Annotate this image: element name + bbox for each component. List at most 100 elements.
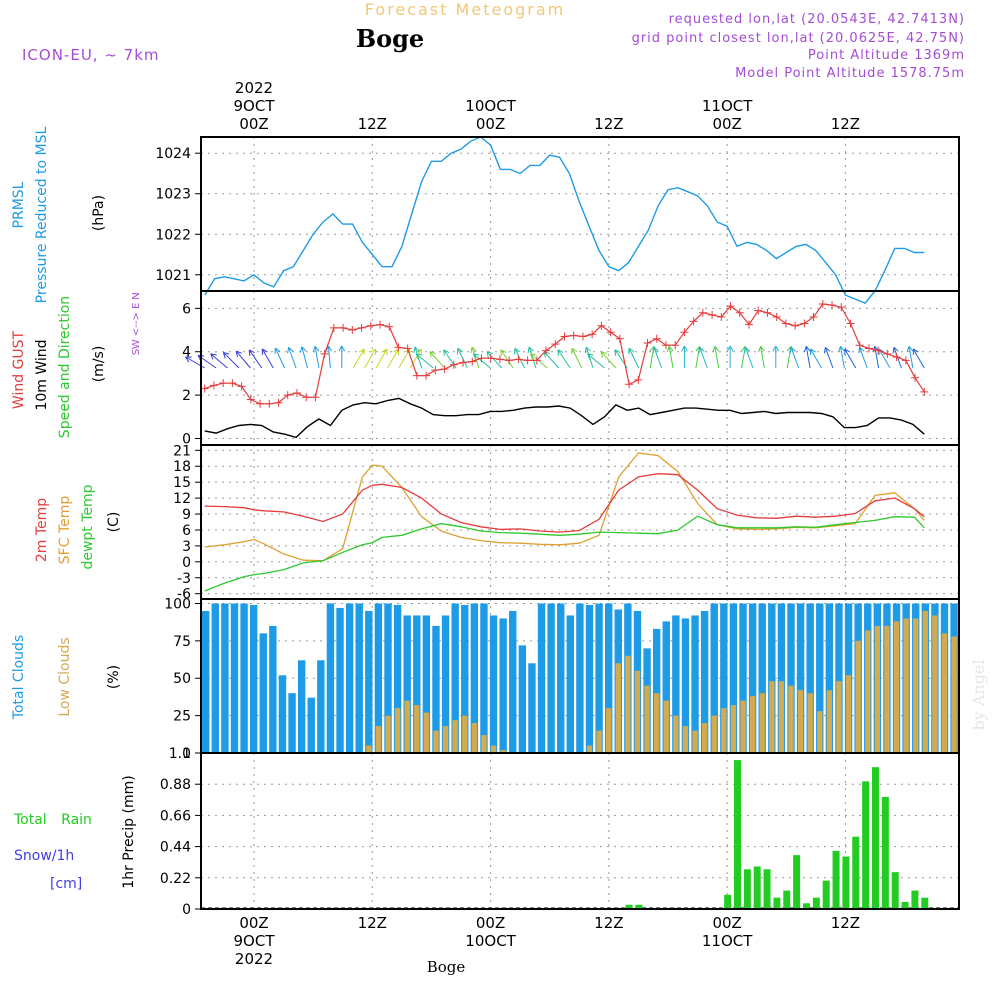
wind-arrow-head xyxy=(772,345,777,352)
bottom-tick-label: 9OCT xyxy=(234,932,276,950)
wind-arrow xyxy=(210,353,228,369)
wind-arrow-head xyxy=(810,348,816,353)
low-cloud-bar xyxy=(682,726,689,753)
gust-marker xyxy=(274,398,283,407)
total-cloud-bar xyxy=(748,603,757,753)
bottom-tick-label: 11OCT xyxy=(702,932,753,950)
pressure-label-1: PRMSL xyxy=(11,181,27,228)
rain-bar xyxy=(773,897,781,909)
total-cloud-bar xyxy=(278,675,287,753)
y-tick-label: 75 xyxy=(173,634,191,650)
total-cloud-bar xyxy=(288,693,296,753)
y-tick-label: 1022 xyxy=(155,227,191,243)
pressure-label-2: Pressure Reduced to MSL xyxy=(34,126,50,303)
watermark: by Angel xyxy=(969,659,988,730)
y-tick-label: 9 xyxy=(182,507,191,523)
gust-marker xyxy=(772,313,781,322)
total-cloud-bar xyxy=(461,604,469,753)
gust-marker xyxy=(486,354,495,363)
low-cloud-bar xyxy=(788,685,794,753)
gust-marker xyxy=(578,332,587,341)
wind-arrow-head xyxy=(393,348,399,353)
wind-arrow-head xyxy=(210,353,217,356)
bottom-tick-label: 12Z xyxy=(358,914,387,932)
y-tick-label: 0 xyxy=(182,902,191,918)
gust-marker xyxy=(514,355,523,364)
low-cloud-bar xyxy=(874,625,881,753)
wind-arrow xyxy=(587,353,605,369)
wind-direction-label: Speed and Direction xyxy=(57,296,73,438)
gust-marker xyxy=(385,322,394,331)
low-cloud-bar xyxy=(778,681,785,753)
rain-bar xyxy=(921,897,929,909)
total-cloud-bar xyxy=(729,603,738,753)
low-cloud-bar xyxy=(442,726,449,753)
gust-marker xyxy=(864,344,873,353)
low-cloud-bar xyxy=(759,693,765,753)
top-tick-label: 00Z xyxy=(712,115,741,133)
total-cloud-bar xyxy=(441,615,450,753)
wind-arrow-head xyxy=(325,345,329,352)
footer-location: Boge xyxy=(427,958,466,976)
gust-marker xyxy=(846,319,855,328)
cloud-panel-labels: Total Clouds Low Clouds (%) xyxy=(11,635,122,720)
low-cloud-bar xyxy=(893,621,900,753)
y-tick-label: 0.66 xyxy=(160,808,191,824)
total-cloud-bar xyxy=(710,603,718,753)
wind-arrow xyxy=(628,348,640,369)
wind-arrow-head xyxy=(210,353,214,360)
wind-arrow-head xyxy=(786,346,792,352)
low-cloud-bar xyxy=(865,630,871,753)
low-cloud-bar xyxy=(452,720,458,753)
wind-arrow xyxy=(248,349,263,369)
total-cloud-bar xyxy=(576,603,584,753)
gust-marker xyxy=(523,356,532,365)
y-tick-label: 0.22 xyxy=(160,871,191,887)
low-cloud-bar xyxy=(500,750,506,753)
wind-arrow xyxy=(824,347,834,369)
wind-arrow xyxy=(500,349,514,369)
wind-arrow xyxy=(414,346,423,369)
total-cloud-bar xyxy=(720,603,728,753)
gust-marker xyxy=(412,371,421,380)
top-tick-label: 00Z xyxy=(476,115,505,133)
wind-arrow-head xyxy=(473,353,480,356)
wind-direction-arrows xyxy=(185,345,925,369)
y-tick-label: 100 xyxy=(164,596,191,612)
gust-marker xyxy=(440,365,449,374)
location-title: Boge xyxy=(356,24,424,53)
gust-marker xyxy=(329,323,338,332)
gust-marker xyxy=(661,341,670,350)
rain-bar xyxy=(842,856,850,909)
wind-arrow xyxy=(805,346,811,369)
wind-arrow xyxy=(364,348,377,369)
gust-marker xyxy=(292,388,301,397)
wind-arrow xyxy=(327,346,331,369)
gust-marker xyxy=(652,334,661,343)
wind-arrow xyxy=(653,347,663,369)
gust-marker xyxy=(459,358,468,367)
wind-arrow-head xyxy=(668,346,674,352)
bottom-tick-label: 00Z xyxy=(712,914,741,932)
model-label: ICON-EU, ~ 7km xyxy=(22,46,160,64)
wind-arrow xyxy=(844,348,857,369)
rain-bar xyxy=(822,880,830,909)
total-rain-label: Total Rain xyxy=(13,812,92,828)
gust-marker xyxy=(542,346,551,355)
gust-marker xyxy=(256,399,265,408)
total-cloud-bar xyxy=(336,607,344,753)
temp-2m-label: 2m Temp xyxy=(34,498,50,562)
low-cloud-bar xyxy=(394,708,401,753)
wind-arrow-head xyxy=(683,345,688,352)
pressure-line xyxy=(204,136,925,305)
total-cloud-bar xyxy=(518,645,527,753)
snow-unit-label: [cm] xyxy=(50,876,82,892)
wind-arrow-head xyxy=(913,348,919,353)
wind-arrow xyxy=(714,346,720,369)
wind-arrow-head xyxy=(429,351,432,358)
total-cloud-bar xyxy=(202,610,210,753)
rain-bar xyxy=(763,869,771,909)
wind-unit: (m/s) xyxy=(91,346,107,383)
total-cloud-bar xyxy=(307,697,315,753)
